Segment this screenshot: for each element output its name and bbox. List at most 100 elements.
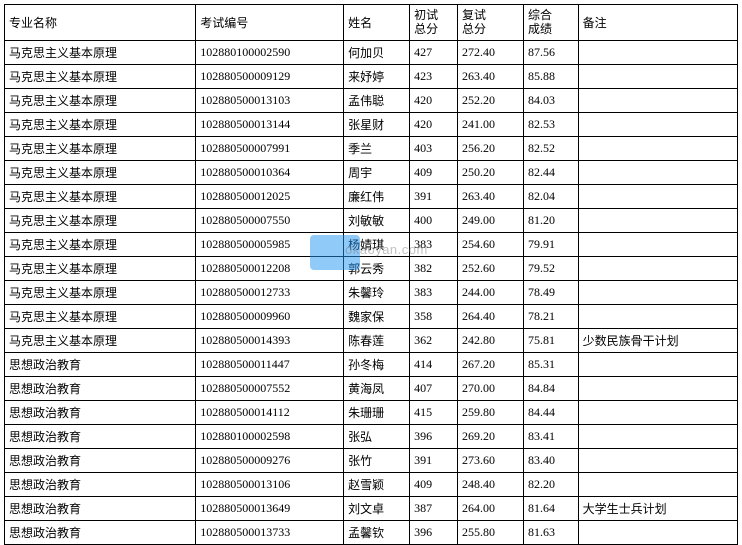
cell-total: 82.44 bbox=[523, 160, 578, 184]
cell-major: 马克思主义基本原理 bbox=[5, 184, 196, 208]
cell-remark bbox=[578, 232, 737, 256]
cell-prelim: 396 bbox=[410, 520, 458, 544]
table-body: 马克思主义基本原理102880100002590何加贝427272.4087.5… bbox=[5, 40, 738, 544]
cell-major: 马克思主义基本原理 bbox=[5, 136, 196, 160]
cell-total: 82.20 bbox=[523, 472, 578, 496]
cell-prelim: 407 bbox=[410, 376, 458, 400]
table-row: 思想政治教育102880500007552黄海凤407270.0084.84 bbox=[5, 376, 738, 400]
cell-major: 马克思主义基本原理 bbox=[5, 40, 196, 64]
cell-examId: 102880500014393 bbox=[196, 328, 344, 352]
cell-prelim: 427 bbox=[410, 40, 458, 64]
cell-major: 思想政治教育 bbox=[5, 424, 196, 448]
cell-prelim: 420 bbox=[410, 112, 458, 136]
table-row: 马克思主义基本原理102880500009960魏家保358264.4078.2… bbox=[5, 304, 738, 328]
cell-remark bbox=[578, 88, 737, 112]
cell-major: 思想政治教育 bbox=[5, 400, 196, 424]
header-remark: 备注 bbox=[578, 5, 737, 41]
cell-name: 周宇 bbox=[344, 160, 410, 184]
cell-remark bbox=[578, 280, 737, 304]
cell-total: 87.56 bbox=[523, 40, 578, 64]
cell-major: 马克思主义基本原理 bbox=[5, 328, 196, 352]
cell-total: 83.41 bbox=[523, 424, 578, 448]
table-row: 马克思主义基本原理102880500007991季兰403256.2082.52 bbox=[5, 136, 738, 160]
cell-name: 刘敏敏 bbox=[344, 208, 410, 232]
cell-examId: 102880100002590 bbox=[196, 40, 344, 64]
cell-retest: 250.20 bbox=[457, 160, 523, 184]
cell-total: 82.53 bbox=[523, 112, 578, 136]
cell-remark bbox=[578, 136, 737, 160]
admission-table: 专业名称考试编号姓名初试总分复试总分综合成绩备注 马克思主义基本原理102880… bbox=[4, 4, 738, 545]
cell-examId: 102880500012733 bbox=[196, 280, 344, 304]
cell-examId: 102880500013103 bbox=[196, 88, 344, 112]
cell-remark bbox=[578, 520, 737, 544]
cell-retest: 269.20 bbox=[457, 424, 523, 448]
header-name: 姓名 bbox=[344, 5, 410, 41]
cell-prelim: 358 bbox=[410, 304, 458, 328]
cell-retest: 267.20 bbox=[457, 352, 523, 376]
cell-total: 83.40 bbox=[523, 448, 578, 472]
table-row: 思想政治教育102880500013106赵雪颖409248.4082.20 bbox=[5, 472, 738, 496]
cell-examId: 102880500010364 bbox=[196, 160, 344, 184]
table-row: 马克思主义基本原理102880500012025廉红伟391263.4082.0… bbox=[5, 184, 738, 208]
cell-examId: 102880500013144 bbox=[196, 112, 344, 136]
table-row: 马克思主义基本原理102880500007550刘敏敏400249.0081.2… bbox=[5, 208, 738, 232]
cell-examId: 102880500014112 bbox=[196, 400, 344, 424]
cell-prelim: 403 bbox=[410, 136, 458, 160]
cell-major: 思想政治教育 bbox=[5, 520, 196, 544]
table-row: 思想政治教育102880500009276张竹391273.6083.40 bbox=[5, 448, 738, 472]
cell-remark bbox=[578, 64, 737, 88]
cell-name: 陈春莲 bbox=[344, 328, 410, 352]
cell-retest: 270.00 bbox=[457, 376, 523, 400]
table-row: 马克思主义基本原理102880100002590何加贝427272.4087.5… bbox=[5, 40, 738, 64]
cell-name: 黄海凤 bbox=[344, 376, 410, 400]
header-major: 专业名称 bbox=[5, 5, 196, 41]
cell-remark bbox=[578, 208, 737, 232]
cell-total: 84.03 bbox=[523, 88, 578, 112]
cell-total: 81.63 bbox=[523, 520, 578, 544]
table-header-row: 专业名称考试编号姓名初试总分复试总分综合成绩备注 bbox=[5, 5, 738, 41]
cell-prelim: 409 bbox=[410, 160, 458, 184]
cell-prelim: 391 bbox=[410, 448, 458, 472]
cell-examId: 102880100002598 bbox=[196, 424, 344, 448]
cell-remark bbox=[578, 400, 737, 424]
cell-total: 78.49 bbox=[523, 280, 578, 304]
cell-major: 马克思主义基本原理 bbox=[5, 208, 196, 232]
cell-prelim: 382 bbox=[410, 256, 458, 280]
cell-total: 82.52 bbox=[523, 136, 578, 160]
cell-major: 马克思主义基本原理 bbox=[5, 256, 196, 280]
cell-name: 赵雪颖 bbox=[344, 472, 410, 496]
cell-total: 79.91 bbox=[523, 232, 578, 256]
cell-examId: 102880500007552 bbox=[196, 376, 344, 400]
cell-name: 朱馨玲 bbox=[344, 280, 410, 304]
cell-retest: 264.40 bbox=[457, 304, 523, 328]
table-row: 马克思主义基本原理102880500005985杨婧琪383254.6079.9… bbox=[5, 232, 738, 256]
cell-retest: 248.40 bbox=[457, 472, 523, 496]
cell-total: 79.52 bbox=[523, 256, 578, 280]
cell-retest: 252.20 bbox=[457, 88, 523, 112]
header-examId: 考试编号 bbox=[196, 5, 344, 41]
cell-retest: 263.40 bbox=[457, 184, 523, 208]
cell-prelim: 383 bbox=[410, 232, 458, 256]
cell-remark bbox=[578, 40, 737, 64]
cell-name: 郭云秀 bbox=[344, 256, 410, 280]
table-row: 马克思主义基本原理102880500012733朱馨玲383244.0078.4… bbox=[5, 280, 738, 304]
cell-total: 84.84 bbox=[523, 376, 578, 400]
cell-major: 马克思主义基本原理 bbox=[5, 232, 196, 256]
cell-examId: 102880500011447 bbox=[196, 352, 344, 376]
table-row: 马克思主义基本原理102880500013103孟伟聪420252.2084.0… bbox=[5, 88, 738, 112]
table-row: 马克思主义基本原理102880500009129来妤婷423263.4085.8… bbox=[5, 64, 738, 88]
cell-total: 81.20 bbox=[523, 208, 578, 232]
cell-retest: 244.00 bbox=[457, 280, 523, 304]
cell-prelim: 409 bbox=[410, 472, 458, 496]
cell-name: 魏家保 bbox=[344, 304, 410, 328]
cell-examId: 102880500005985 bbox=[196, 232, 344, 256]
cell-remark bbox=[578, 184, 737, 208]
cell-major: 思想政治教育 bbox=[5, 448, 196, 472]
cell-major: 马克思主义基本原理 bbox=[5, 160, 196, 184]
header-prelim: 初试总分 bbox=[410, 5, 458, 41]
table-row: 马克思主义基本原理102880500013144张星财420241.0082.5… bbox=[5, 112, 738, 136]
cell-name: 来妤婷 bbox=[344, 64, 410, 88]
admission-table-container: 专业名称考试编号姓名初试总分复试总分综合成绩备注 马克思主义基本原理102880… bbox=[0, 0, 742, 500]
cell-remark bbox=[578, 472, 737, 496]
cell-prelim: 383 bbox=[410, 280, 458, 304]
